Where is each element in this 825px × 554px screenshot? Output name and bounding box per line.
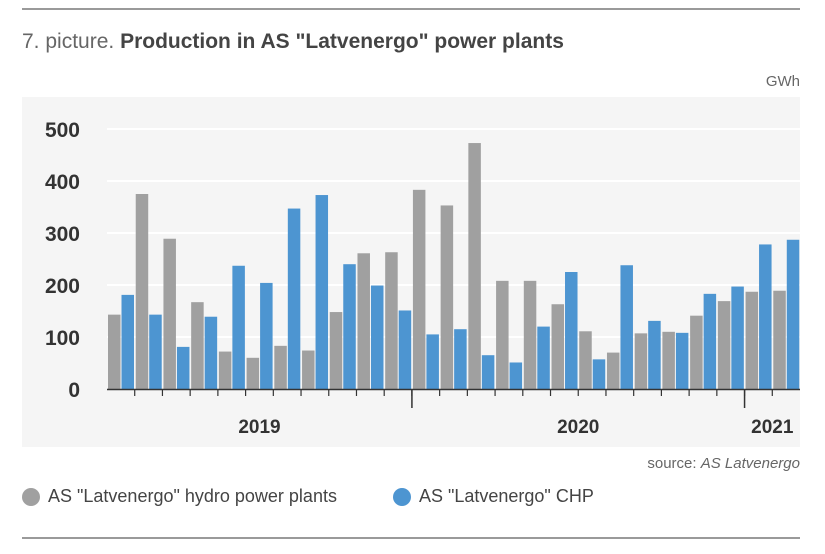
bar-chp xyxy=(592,359,606,389)
bar-hydro xyxy=(440,205,454,389)
bar-hydro xyxy=(468,143,481,389)
chart-title: 7. picture. Production in AS "Latvenergo… xyxy=(22,30,564,54)
y-tick-label: 100 xyxy=(45,327,80,350)
top-rule xyxy=(22,8,800,10)
bar-chp xyxy=(481,355,495,389)
bar-chp xyxy=(454,329,467,389)
bar-hydro xyxy=(773,290,786,389)
bar-hydro xyxy=(385,252,398,389)
bar-hydro xyxy=(717,301,731,389)
legend-label-hydro: AS "Latvenergo" hydro power plants xyxy=(48,486,337,506)
bar-chp xyxy=(759,244,772,389)
bar-chp xyxy=(343,264,356,389)
bar-chp xyxy=(426,334,439,389)
bar-chp xyxy=(620,265,633,389)
bar-chp xyxy=(260,282,273,389)
legend-item-hydro: AS "Latvenergo" hydro power plants xyxy=(22,486,337,507)
bar-chp xyxy=(121,294,134,389)
bar-chp xyxy=(398,310,412,389)
bar-hydro xyxy=(302,350,315,389)
bar-hydro xyxy=(690,315,703,389)
bar-hydro xyxy=(634,333,648,389)
y-tick-label: 0 xyxy=(68,379,80,402)
legend-swatch-chp xyxy=(392,487,411,506)
bar-chp xyxy=(537,326,550,389)
bar-hydro xyxy=(412,189,426,389)
source-prefix: source: xyxy=(647,455,697,472)
bar-hydro xyxy=(357,253,370,389)
source-note: source: AS Latvenergo xyxy=(647,455,800,472)
year-label: 2021 xyxy=(751,417,794,438)
bar-hydro xyxy=(662,331,675,389)
bar-hydro xyxy=(274,345,287,389)
bar-chp xyxy=(509,362,523,389)
bar-hydro xyxy=(496,280,509,389)
bar-chp xyxy=(565,272,578,389)
bar-chp xyxy=(176,346,190,389)
bottom-rule xyxy=(22,537,800,539)
title-main: Production in AS "Latvenergo" power plan… xyxy=(120,30,564,53)
legend-item-chp: AS "Latvenergo" CHP xyxy=(392,486,594,507)
year-label: 2020 xyxy=(557,417,599,438)
bar-chp xyxy=(703,293,717,389)
title-prefix: 7. picture. xyxy=(22,30,115,53)
legend-label-chp: AS "Latvenergo" CHP xyxy=(418,486,594,506)
bar-hydro xyxy=(745,291,759,389)
bar-chp xyxy=(370,285,384,389)
bar-chp xyxy=(287,208,301,389)
bar-hydro xyxy=(606,352,620,389)
bar-hydro xyxy=(523,280,537,389)
bar-hydro xyxy=(218,351,232,389)
bar-hydro xyxy=(551,304,565,389)
y-tick-label: 300 xyxy=(45,223,80,246)
bar-hydro xyxy=(246,357,260,389)
bar-chp xyxy=(731,286,744,389)
legend-swatch-hydro xyxy=(22,487,40,506)
bar-hydro xyxy=(191,302,204,389)
source-name: AS Latvenergo xyxy=(700,455,800,472)
y-tick-label: 500 xyxy=(45,119,80,142)
bar-chp xyxy=(232,265,245,389)
bar-chp xyxy=(149,314,162,389)
bar-hydro xyxy=(108,314,121,389)
bar-hydro xyxy=(329,312,343,389)
bar-chp xyxy=(675,332,689,389)
bar-chp xyxy=(786,239,800,389)
unit-label: GWh xyxy=(765,73,800,90)
legend: AS "Latvenergo" hydro power plants AS "L… xyxy=(22,486,594,507)
bar-chp xyxy=(204,316,218,389)
y-tick-label: 400 xyxy=(45,171,80,194)
bar-chp xyxy=(315,195,329,389)
year-label: 2019 xyxy=(238,417,280,438)
bar-hydro xyxy=(135,194,149,389)
bar-hydro xyxy=(579,331,592,389)
bar-chp xyxy=(648,320,661,389)
bar-hydro xyxy=(163,238,176,389)
y-tick-label: 200 xyxy=(45,275,80,298)
